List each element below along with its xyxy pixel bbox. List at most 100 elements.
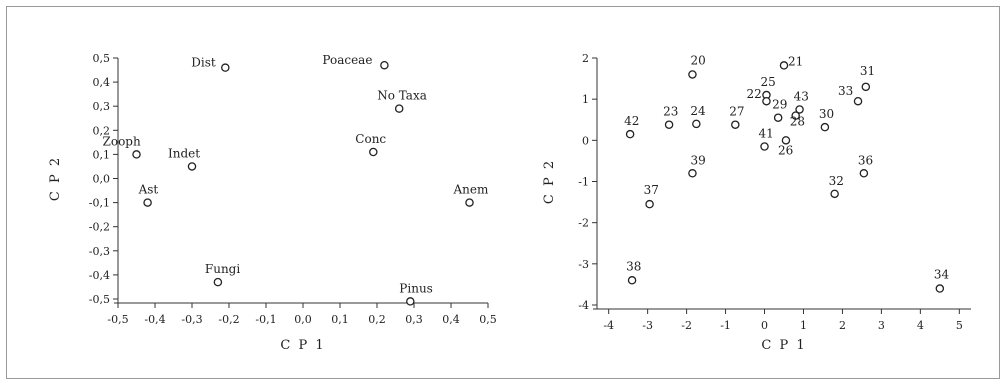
chart1-y-tick-label: 0,5: [93, 52, 111, 65]
chart2-point-label: 27: [729, 105, 744, 119]
chart1-x-tick-label: -0,5: [107, 313, 128, 326]
chart2-x-tick-label: -3: [642, 319, 653, 332]
chart1-y-tick-label: 0,1: [93, 148, 111, 161]
chart1-x-tick-label: -0,1: [255, 313, 276, 326]
chart2-point-label: 21: [788, 54, 803, 68]
chart2-data-point: [820, 122, 830, 132]
chart1-x-tick-label: 0,4: [442, 313, 460, 326]
chart2-y-tick-label: 2: [582, 52, 589, 65]
chart1-data-point: [132, 150, 141, 159]
chart2-data-point: [853, 96, 863, 106]
chart2-data-point: [762, 96, 771, 106]
chart1-y-tick-label: 0,3: [93, 100, 111, 113]
chart2-point-label: 28: [790, 115, 805, 129]
chart2-y-tick-label: -2: [578, 217, 589, 230]
chart1-y-tick-label: 0,0: [93, 173, 111, 186]
chart2-point-label: 30: [819, 107, 834, 121]
chart2-x-tick-label: 5: [956, 319, 963, 332]
chart2-data-point: [688, 169, 697, 178]
chart2-data-point: [760, 142, 769, 151]
chart2-data-point: [791, 111, 800, 120]
chart2-point-label: 22: [746, 87, 761, 101]
chart1-y-tick-label: -0,2: [89, 221, 110, 234]
chart2-data-point: [692, 119, 701, 129]
chart1-point-label: Conc: [355, 132, 386, 146]
chart1-x-tick-label: -0,3: [181, 313, 202, 326]
chart1-point-label: Indet: [168, 146, 200, 160]
chart2-data-point: [688, 70, 697, 79]
chart2-x-tick-label: 1: [800, 319, 807, 332]
chart2-y-tick-label: 0: [582, 134, 589, 147]
chart2-point-label: 20: [690, 53, 705, 67]
chart2-y-tick-label: 1: [582, 93, 589, 106]
chart2-data-point: [935, 284, 945, 293]
pca-scatter-figure: -0,5 -0,4 -0,3 -0,2 -0,1 0,0 0,1 0,2 0,3 0,4 0,5 -0…: [48, 52, 971, 353]
chart1-data-point: [406, 297, 415, 306]
chart2-point-label: 39: [690, 153, 705, 167]
figure-frame: -0,5 -0,4 -0,3 -0,2 -0,1 0,0 0,1 0,2 0,3 0,4 0,5 -0…: [6, 6, 1000, 379]
chart1-data-point: [369, 147, 378, 157]
chart1-x-tick-label: -0,4: [144, 313, 165, 326]
chart2-point-label: 34: [934, 268, 950, 282]
chart2-point-label: 29: [772, 98, 787, 112]
chart1-point-label: Zooph: [103, 134, 141, 148]
chart2-x-tick-label: -2: [681, 319, 692, 332]
chart1-y-tick-label: -0,3: [89, 245, 110, 258]
chart1-x-tick-label: 0,3: [405, 313, 423, 326]
chart2-y-tick-label: -4: [578, 299, 589, 312]
chart2-point-label: 24: [690, 104, 706, 118]
chart1-y-tick-label: -0,1: [89, 197, 110, 210]
chart2-data-point: [861, 82, 871, 92]
chart1-x-tick-label: -0,2: [218, 313, 239, 326]
chart2-x-tick-label: 3: [878, 319, 885, 332]
chart1-point-label: Fungi: [205, 262, 240, 276]
chart2-point-label: 23: [663, 105, 678, 119]
chart1-y-axis-title: C P 2: [48, 156, 63, 201]
chart2-point-label: 32: [829, 174, 844, 188]
chart2-data-point: [795, 105, 804, 114]
chart2-data-point: [664, 120, 674, 129]
chart2-y-axis-title: C P 2: [542, 159, 557, 204]
chart2-data-point: [627, 276, 637, 285]
chart1-point-label: Dist: [191, 56, 216, 70]
chart2-data-point: [859, 169, 869, 178]
chart2-data-point: [773, 113, 783, 122]
chart2-x-tick-label: -4: [603, 319, 614, 332]
chart1-x-tick-label: 0,5: [479, 313, 497, 326]
chart2-point-label: 26: [778, 143, 793, 157]
chart1-point-label: Pinus: [399, 281, 433, 295]
chart2-data-point: [645, 199, 654, 209]
chart1-data-point: [394, 104, 404, 113]
chart2-point-label: 42: [624, 114, 639, 128]
chart2-point-label: 38: [626, 259, 641, 273]
chart2-data-point: [625, 129, 635, 139]
chart2-point-label: 37: [644, 183, 659, 197]
chart1-point-label: No Taxa: [377, 89, 427, 103]
chart2-point-label: 25: [760, 75, 775, 89]
chart1-data-point: [221, 63, 230, 72]
chart1-x-tick-label: 0,1: [331, 313, 349, 326]
chart2-y-tick-label: -3: [578, 258, 589, 271]
chart1-y-tick-label: 0,4: [93, 76, 111, 89]
chart1-point-label: Poaceae: [322, 53, 372, 67]
chart1-data-point: [465, 198, 474, 207]
chart2-data-point: [731, 120, 740, 129]
chart2-x-tick-label: -1: [720, 319, 731, 332]
chart1-data-point: [143, 198, 152, 207]
chart1-data-point: [187, 162, 197, 171]
chart1-x-tick-label: 0,0: [294, 313, 312, 326]
chart2-data-point: [830, 189, 839, 199]
chart1-point-label: Anem: [453, 183, 489, 197]
chart2-point-label: 43: [794, 89, 809, 103]
chart2-x-tick-label: 2: [839, 319, 846, 332]
chart1-x-tick-label: 0,2: [368, 313, 386, 326]
chart2-data-point: [781, 136, 791, 145]
chart2-y-tick-label: -1: [578, 176, 589, 189]
chart1-x-axis-title: C P 1: [280, 338, 325, 353]
chart2-x-axis-title: C P 1: [761, 338, 806, 353]
chart1-y-tick-label: -0,4: [89, 269, 110, 282]
chart1-y-tick-label: 0,2: [93, 124, 111, 137]
chart1-point-label: Ast: [138, 183, 159, 197]
chart2-x-tick-label: 4: [917, 319, 924, 332]
chart2-point-label: 31: [860, 64, 875, 78]
